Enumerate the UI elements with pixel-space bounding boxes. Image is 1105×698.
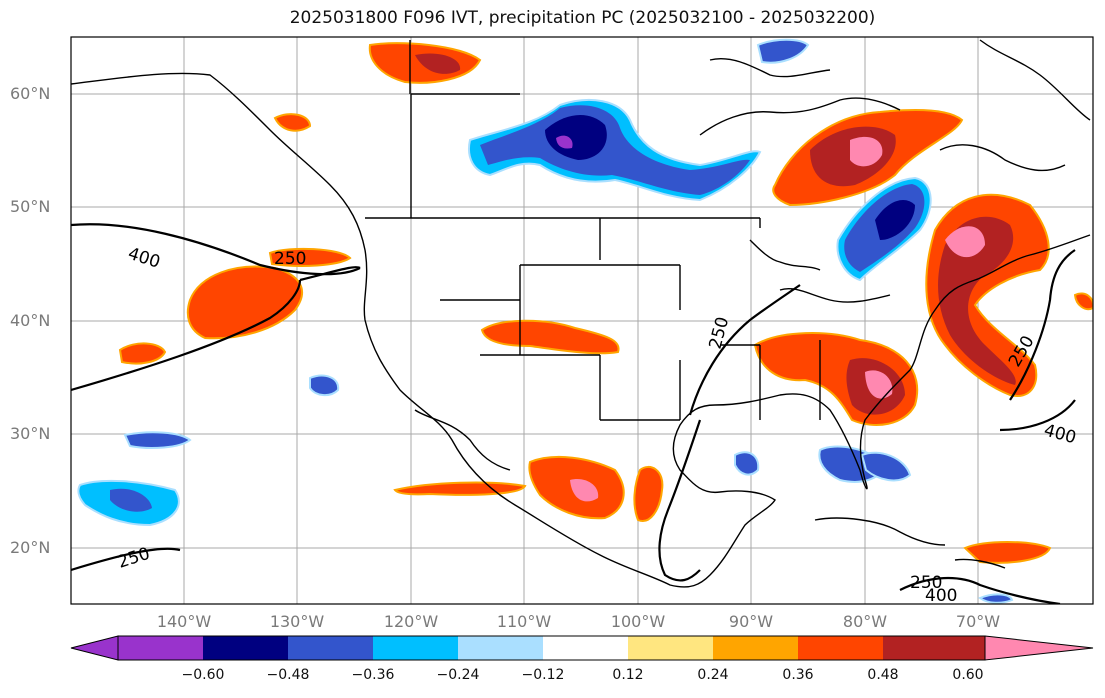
lon-label: 110°W xyxy=(496,612,552,631)
lat-label: 60°N xyxy=(10,84,51,103)
colorbar-segment xyxy=(883,636,985,660)
map-title: 2025031800 F096 IVT, precipitation PC (2… xyxy=(289,8,876,28)
colorbar-tick-label: 0.12 xyxy=(612,667,644,683)
colorbar-extend-right xyxy=(984,635,1094,661)
anomaly-offshore-north xyxy=(268,247,352,267)
colorbar-extend-left xyxy=(70,635,119,661)
anomaly-north-baffin xyxy=(756,38,810,64)
lon-label: 90°W xyxy=(728,612,774,631)
anomaly-ontario-small xyxy=(734,451,760,476)
negative-precip-regions xyxy=(77,38,1014,604)
anomaly-atlantic-east xyxy=(1073,292,1093,311)
colorbar xyxy=(70,635,1094,661)
coastlines xyxy=(71,39,1091,588)
anomaly-southeast-peak xyxy=(865,370,893,399)
lon-label: 130°W xyxy=(269,612,325,631)
anomaly-baja-band xyxy=(393,481,527,496)
lon-label: 140°W xyxy=(156,612,212,631)
anomaly-prairies-peak xyxy=(556,135,573,149)
colorbar-frame xyxy=(117,635,986,661)
lat-label: 50°N xyxy=(10,197,51,216)
lon-label: 70°W xyxy=(955,612,1001,631)
colorbar-segment xyxy=(458,636,543,660)
colorbar-segment xyxy=(203,636,288,660)
lat-label: 40°N xyxy=(10,311,51,330)
colorbar-tick-label: 0.24 xyxy=(697,667,729,683)
anomaly-east-coast-core xyxy=(938,216,1016,385)
colorbar-tick-label: 0.48 xyxy=(867,667,899,683)
anomaly-mexico-core xyxy=(570,479,599,502)
ivt-label: 250 xyxy=(910,573,942,593)
anomaly-caribbean-neg xyxy=(977,593,1014,604)
map-frame xyxy=(70,36,1094,605)
lon-label: 120°W xyxy=(383,612,439,631)
positive-precip-regions xyxy=(118,42,1093,564)
colorbar-tick-label: −0.24 xyxy=(436,667,480,683)
colorbar-segment xyxy=(713,636,798,660)
colorbar-tick-label: −0.48 xyxy=(266,667,310,683)
lat-label: 20°N xyxy=(10,538,51,557)
ivt-label: 400 xyxy=(925,586,957,606)
anomaly-caribbean xyxy=(963,541,1052,564)
colorbar-segment xyxy=(543,636,628,660)
colorbar-tick-label: −0.12 xyxy=(521,667,565,683)
anomaly-hawaii-west-core xyxy=(110,488,152,512)
anomaly-prairies-mid xyxy=(480,105,750,195)
lat-label: 30°N xyxy=(10,424,51,443)
anomaly-east-coast-peak xyxy=(945,226,985,258)
anomaly-prairies-core xyxy=(545,114,607,160)
anomaly-southwest-us xyxy=(480,319,620,355)
ivt-contours xyxy=(71,223,1076,604)
anomaly-pacific-sw xyxy=(123,431,192,449)
lon-label: 100°W xyxy=(610,612,666,631)
anomaly-pacific-west xyxy=(118,342,167,365)
colorbar-segment xyxy=(373,636,458,660)
anomaly-gulf-mexico xyxy=(633,465,664,522)
colorbar-tick-label: 0.36 xyxy=(782,667,814,683)
colorbar-tick-label: 0.60 xyxy=(952,667,984,683)
colorbar-segment xyxy=(628,636,713,660)
ivt-label: 250 xyxy=(274,249,306,269)
anomaly-great-lakes-core xyxy=(875,200,915,240)
anomaly-bc-coast xyxy=(273,113,312,132)
anomaly-pacific-mid xyxy=(309,374,340,396)
colorbar-segment xyxy=(118,636,203,660)
anomaly-atlantic-south xyxy=(860,451,912,482)
lon-label: 80°W xyxy=(842,612,888,631)
anomaly-hudson-core xyxy=(415,53,461,74)
colorbar-segment xyxy=(288,636,373,660)
colorbar-tick-label: −0.36 xyxy=(351,667,395,683)
anomaly-ne-canada-peak xyxy=(850,136,883,167)
anomaly-pacific-ar xyxy=(186,265,304,340)
colorbar-segment xyxy=(798,636,883,660)
colorbar-tick-label: −0.60 xyxy=(181,667,225,683)
